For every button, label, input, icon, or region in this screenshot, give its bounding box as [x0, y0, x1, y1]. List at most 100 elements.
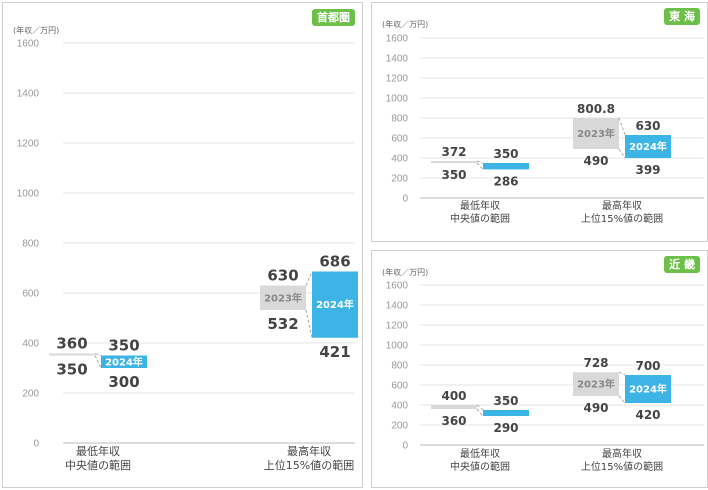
y-tick-label: 400 [391, 401, 408, 412]
data-label-prev-low: 490 [583, 401, 608, 415]
connector-line [618, 117, 626, 136]
y-tick-label: 600 [391, 381, 408, 392]
connector-line [305, 271, 313, 286]
data-label-prev-high: 800.8 [577, 102, 615, 116]
bar-year-label: 2024年 [629, 140, 667, 153]
connector-line [476, 162, 484, 170]
category-label: 最高年収 [602, 199, 642, 212]
data-label-prev-low: 350 [441, 168, 466, 182]
panel-shutoken: (年収／万円) 首都圏 0 200 400 600 800 1000 1200 1400 160… [2, 2, 363, 488]
category-label: 最低年収 [76, 444, 120, 458]
y-tick-label: 200 [391, 174, 408, 185]
data-label-prev-low: 350 [56, 361, 87, 379]
data-label-curr-low: 286 [493, 174, 518, 188]
category-label: 最低年収 [460, 447, 500, 460]
bar-curr-year [483, 163, 529, 170]
connector-line [618, 148, 626, 159]
unit-label: (年収／万円) [382, 268, 429, 277]
y-tick-label: 1600 [17, 39, 40, 50]
y-tick-label: 800 [391, 114, 408, 125]
y-tick-label: 1200 [386, 321, 409, 332]
connector-line [618, 395, 626, 404]
bar-curr-year [483, 410, 529, 416]
panel-kinki: (年収／万円) 近 畿 0 200 400 600 800 1000 1200 1400 160… [371, 250, 708, 488]
y-tick-label: 200 [391, 421, 408, 432]
data-label-curr-high: 350 [493, 147, 518, 161]
data-label-curr-high: 686 [319, 253, 350, 271]
region-badge: 首都圏 [312, 9, 355, 26]
data-label-prev-low: 490 [583, 154, 608, 168]
data-label-prev-high: 400 [441, 389, 466, 403]
data-label-prev-high: 372 [441, 145, 466, 159]
category-label: 上位15%値の範囲 [581, 460, 663, 473]
y-tick-label: 600 [22, 289, 39, 300]
y-tick-label: 1200 [17, 139, 40, 150]
unit-label: (年収／万円) [13, 26, 60, 35]
y-tick-label: 0 [33, 439, 39, 450]
connector-line [305, 309, 313, 338]
region-badge: 東 海 [664, 8, 700, 25]
chart-shutoken: 0 200 400 600 800 1000 1200 1400 1600 2024年 360 350… [17, 39, 358, 472]
data-label-curr-low: 300 [108, 373, 139, 391]
y-tick-label: 400 [391, 154, 408, 165]
data-label-prev-low: 532 [267, 315, 298, 333]
chart-kinki: 0 200 400 600 800 1000 1200 1400 1600 400 360 350 29… [386, 281, 704, 473]
y-tick-label: 1400 [386, 54, 409, 65]
data-label-curr-low: 290 [493, 421, 518, 435]
y-tick-label: 1200 [386, 74, 409, 85]
y-tick-label: 1000 [386, 94, 409, 105]
data-label-prev-high: 360 [56, 335, 87, 353]
connector-line [476, 408, 484, 417]
data-label-curr-low: 420 [635, 408, 660, 422]
bar-prev-year [49, 353, 95, 356]
unit-label: (年収／万円) [382, 20, 429, 29]
y-tick-label: 1600 [386, 34, 409, 45]
bar-prev-year [573, 372, 619, 396]
y-tick-label: 800 [22, 239, 39, 250]
data-label-curr-low: 399 [635, 163, 660, 177]
data-label-prev-low: 360 [441, 414, 466, 428]
category-label: 中央値の範囲 [450, 212, 510, 225]
bar-prev-year [431, 405, 477, 409]
bar-year-label: 2023年 [577, 378, 615, 391]
y-tick-label: 600 [391, 134, 408, 145]
category-label: 上位15%値の範囲 [581, 212, 663, 225]
data-label-curr-high: 700 [635, 359, 660, 373]
connector-line [94, 355, 102, 369]
bar-year-label: 2024年 [105, 355, 143, 368]
bar-year-label: 2023年 [264, 291, 302, 304]
bar-curr-year [101, 355, 147, 368]
bar-curr-year [312, 271, 358, 338]
connector-line [476, 160, 484, 164]
bar-curr-year [625, 375, 671, 403]
data-label-curr-low: 421 [319, 343, 350, 361]
y-tick-label: 1400 [17, 89, 40, 100]
chart-tokai: 0 200 400 600 800 1000 1200 1400 1600 372 350 350 28… [386, 34, 704, 225]
region-badge: 近 畿 [664, 256, 700, 273]
y-tick-label: 1000 [17, 189, 40, 200]
panel-tokai: (年収／万円) 東 海 0 200 400 600 800 1000 1200 1400 160… [371, 2, 708, 242]
data-label-curr-high: 350 [108, 337, 139, 355]
y-tick-label: 800 [391, 361, 408, 372]
y-tick-label: 0 [402, 194, 408, 205]
y-tick-label: 1400 [386, 301, 409, 312]
data-label-curr-high: 350 [493, 394, 518, 408]
y-tick-label: 200 [22, 389, 39, 400]
category-label: 最低年収 [460, 199, 500, 212]
y-tick-label: 0 [402, 441, 408, 452]
data-label-prev-high: 728 [583, 356, 608, 370]
category-label: 最高年収 [287, 444, 331, 458]
category-label: 中央値の範囲 [450, 460, 510, 473]
y-tick-label: 1000 [386, 341, 409, 352]
bar-prev-year [260, 285, 306, 310]
category-label: 最高年収 [602, 447, 642, 460]
y-tick-label: 400 [22, 339, 39, 350]
bar-year-label: 2023年 [577, 127, 615, 140]
bar-prev-year [573, 117, 619, 149]
y-tick-label: 1600 [386, 281, 409, 292]
bar-curr-year [625, 135, 671, 159]
category-label: 上位15%値の範囲 [264, 458, 354, 472]
bar-year-label: 2024年 [629, 383, 667, 396]
bar-year-label: 2024年 [316, 298, 354, 311]
bar-prev-year [431, 161, 477, 163]
